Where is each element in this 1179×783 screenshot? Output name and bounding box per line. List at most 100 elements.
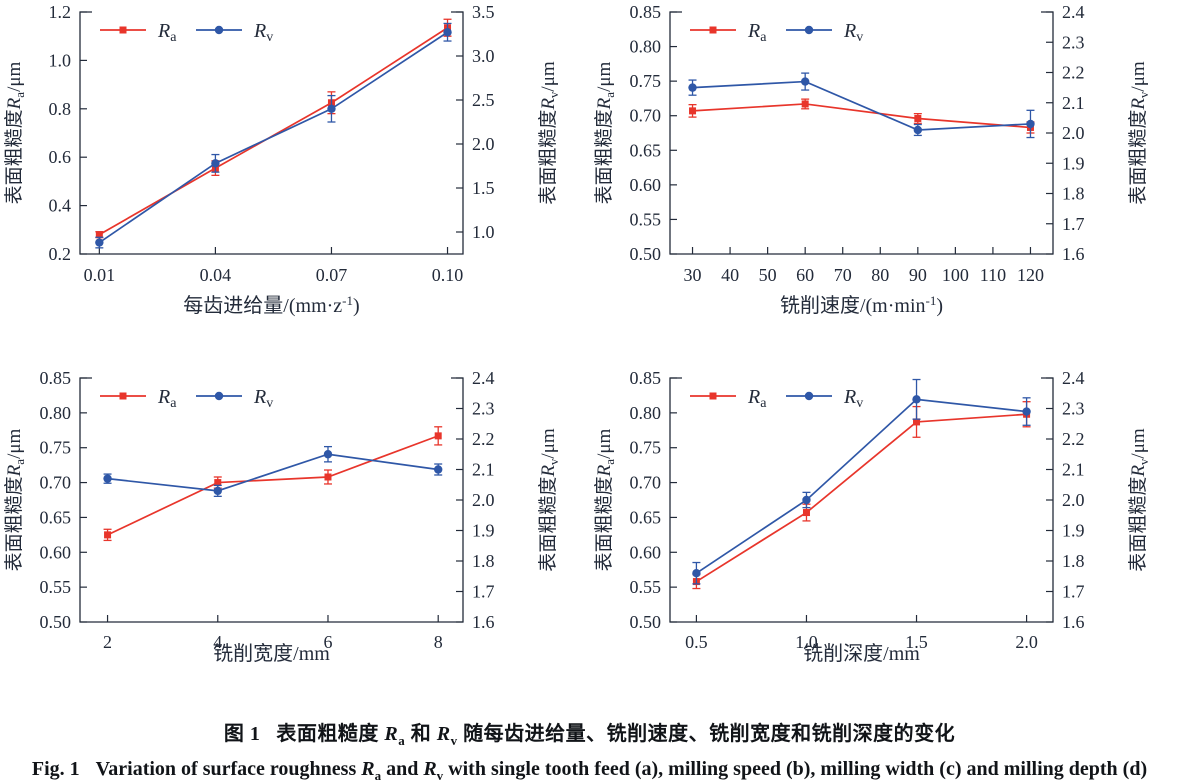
- subplot-d: 0.50 0.55 0.60 0.65 0.70 0.75 0.80 0.85 1.6 1.7 1.…: [590, 365, 1179, 705]
- x-tick-label: 80: [871, 265, 889, 285]
- y-left-tick-label: 0.75: [40, 438, 72, 458]
- circle-marker: [804, 391, 814, 401]
- chart-a: 0.2 0.4 0.6 0.8 1.0 1.2 1.0 1.5 2.0 2.5 3.0 3.5 0.01…: [3, 2, 561, 317]
- y-left-tick-label: 0.85: [630, 368, 662, 388]
- y-right-tick-label: 2.4: [1062, 2, 1085, 22]
- x-tick-label: 0.01: [84, 265, 116, 285]
- legend-label: Rv: [843, 20, 863, 45]
- y-left-tick-label: 0.55: [630, 209, 662, 229]
- circle-marker: [1022, 407, 1031, 416]
- x-tick-label: 8: [434, 632, 443, 652]
- tick-labels: 0.2 0.4 0.6 0.8 1.0 1.2 1.0 1.5 2.0 2.5 3.0 3.5 0.01…: [49, 2, 495, 285]
- y-left-tick-label: 0.70: [630, 106, 662, 126]
- y-left-tick-label: 0.75: [630, 438, 662, 458]
- circle-marker: [804, 25, 814, 35]
- y-left-tick-label: 0.65: [630, 507, 662, 527]
- legend-label: Ra: [747, 386, 767, 411]
- caption-zh-post: 随每齿进给量、铣削速度、铣削宽度和铣削深度的变化: [457, 723, 956, 745]
- plot-frame: [79, 377, 464, 623]
- circle-marker: [211, 159, 220, 168]
- y-right-tick-label: 2.0: [1062, 123, 1085, 143]
- x-tick-label: 0.07: [316, 265, 348, 285]
- legend: Ra Rv: [690, 20, 863, 45]
- x-tick-label: 60: [796, 265, 814, 285]
- y-right-tick-label: 2.1: [472, 460, 495, 480]
- caption-en-sub1: a: [374, 768, 382, 783]
- chart-d: 0.50 0.55 0.60 0.65 0.70 0.75 0.80 0.85 1.6 1.7 1.…: [593, 368, 1151, 665]
- x-tick-label: 0.10: [432, 265, 464, 285]
- x-tick-label: 0.5: [685, 632, 708, 652]
- caption-en-post: with single tooth feed (a), milling spee…: [443, 758, 1148, 780]
- y-right-tick-label: 1.7: [1062, 582, 1085, 602]
- circle-marker: [323, 450, 333, 459]
- square-marker: [119, 26, 127, 34]
- legend-item-Ra: Ra: [100, 20, 177, 45]
- y-axis-right-label: 表面粗糙度Rv/μm: [537, 61, 561, 205]
- caption-zh-sym2: R: [436, 723, 451, 745]
- series-Rv: [692, 378, 1031, 585]
- y-left-tick-label: 0.70: [630, 473, 662, 493]
- x-axis-label: 每齿进给量/(mm·z-1): [183, 293, 359, 317]
- legend-item-Ra: Ra: [100, 386, 177, 411]
- plot-frame: [79, 11, 464, 255]
- tick-labels: 0.50 0.55 0.60 0.65 0.70 0.75 0.80 0.85 1.6 1.7 1.…: [40, 368, 495, 652]
- chart-c: 0.50 0.55 0.60 0.65 0.70 0.75 0.80 0.85 1.6 1.7 1.…: [3, 368, 561, 665]
- plot-frame: [669, 377, 1054, 623]
- caption-zh-sub2: v: [450, 733, 458, 748]
- circle-marker: [434, 465, 443, 474]
- tick-labels: 0.50 0.55 0.60 0.65 0.70 0.75 0.80 0.85 1.6 1.7 1.…: [630, 368, 1085, 652]
- subplot-b: 0.50 0.55 0.60 0.65 0.70 0.75 0.80 0.85 1.6 1.7 1.…: [590, 0, 1179, 365]
- square-marker: [709, 26, 717, 34]
- y-right-tick-label: 2.4: [472, 368, 495, 388]
- legend-item-Rv: Rv: [786, 386, 863, 411]
- circle-marker: [802, 495, 811, 505]
- x-tick-label: 120: [1017, 265, 1044, 285]
- figure-caption: 图 1 表面粗糙度 Ra 和 Rv 随每齿进给量、铣削速度、铣削宽度和铣削深度的变…: [0, 705, 1179, 783]
- y-right-tick-label: 1.6: [1062, 612, 1085, 632]
- series-Ra: [103, 426, 443, 542]
- square-marker: [324, 473, 332, 481]
- series-Ra: [95, 18, 452, 239]
- square-marker: [801, 100, 809, 108]
- y-left-tick-label: 0.50: [40, 612, 72, 632]
- y-axis-left-label: 表面粗糙度Ra/μm: [593, 61, 617, 204]
- y-left-tick-label: 0.50: [630, 244, 662, 264]
- circle-marker: [1026, 119, 1035, 129]
- caption-zh-pre: 表面粗糙度: [276, 723, 385, 745]
- y-right-tick-label: 1.5: [472, 178, 495, 198]
- y-right-tick-label: 2.2: [1062, 63, 1085, 83]
- y-axis-right-label: 表面粗糙度Rv/μm: [1127, 428, 1151, 572]
- y-left-tick-label: 0.70: [40, 473, 72, 493]
- circle-marker: [103, 474, 112, 483]
- square-marker: [689, 107, 697, 115]
- series-Rv: [688, 72, 1035, 139]
- y-left-tick-label: 1.2: [49, 2, 72, 22]
- x-tick-label: 70: [834, 265, 852, 285]
- legend-item-Ra: Ra: [690, 20, 767, 45]
- y-right-tick-label: 2.0: [472, 490, 495, 510]
- y-left-tick-label: 1.0: [49, 50, 72, 70]
- legend-label: Ra: [747, 20, 767, 45]
- caption-zh-sym1: R: [384, 723, 399, 745]
- y-right-tick-label: 2.3: [472, 399, 495, 419]
- circle-marker: [213, 486, 222, 496]
- y-left-tick-label: 0.55: [630, 577, 662, 597]
- square-marker: [214, 479, 222, 487]
- y-right-tick-label: 3.0: [472, 46, 495, 66]
- x-tick-label: 100: [942, 265, 969, 285]
- y-right-tick-label: 2.1: [1062, 460, 1085, 480]
- square-marker: [914, 114, 922, 122]
- x-tick-label: 110: [980, 265, 1006, 285]
- y-right-tick-label: 2.0: [472, 134, 495, 154]
- circle-marker: [95, 238, 104, 247]
- x-tick-label: 2: [103, 632, 112, 652]
- circle-marker: [912, 395, 921, 404]
- axis-ticks: [80, 11, 463, 255]
- circle-marker: [214, 391, 224, 401]
- caption-en-mid: and: [381, 758, 424, 780]
- circle-marker: [443, 28, 452, 37]
- square-marker: [709, 392, 717, 400]
- legend-label: Ra: [157, 20, 177, 45]
- y-right-tick-label: 2.5: [472, 90, 495, 110]
- caption-en-label: Fig. 1: [31, 758, 80, 780]
